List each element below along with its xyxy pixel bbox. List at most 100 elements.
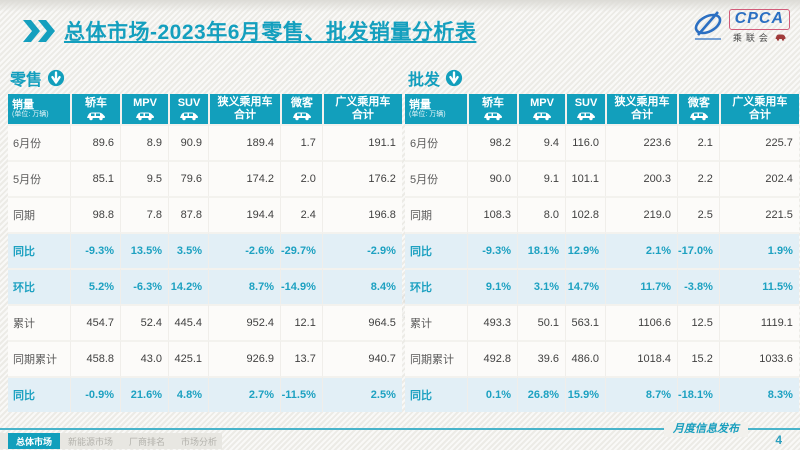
value-cell: 4.8% — [168, 376, 208, 412]
value-cell: 189.4 — [208, 124, 280, 160]
down-arrow-icon — [445, 69, 463, 87]
row-label: 5月份 — [405, 160, 467, 196]
header-sublabel: 合计 — [351, 109, 374, 121]
row-label: 累计 — [8, 304, 70, 340]
cpca-logo: CPCA 乘联会 — [691, 8, 790, 44]
footer-tabbar: 总体市场 新能源市场 厂商排名 市场分析 — [0, 433, 222, 449]
value-cell: 98.2 — [467, 124, 517, 160]
value-cell: 15.9% — [565, 376, 605, 412]
car-icon-wrap — [122, 111, 168, 121]
value-cell: -18.1% — [677, 376, 719, 412]
header-label: 狭义乘用车 — [217, 96, 273, 109]
header-label: SUV — [574, 97, 598, 110]
header-unit: (单位: 万辆) — [12, 110, 49, 118]
value-cell: 14.2% — [168, 268, 208, 304]
value-cell: 12.5 — [677, 304, 719, 340]
value-cell: 9.4 — [517, 124, 565, 160]
value-cell: 0.1% — [467, 376, 517, 412]
value-cell: -2.9% — [321, 232, 402, 268]
value-cell: 1033.6 — [718, 340, 799, 376]
wholesale-label: 批发 — [408, 72, 441, 89]
value-cell: 200.3 — [605, 160, 677, 196]
header-sublabel: 合计 — [234, 109, 256, 121]
value-cell: 9.1 — [517, 160, 565, 196]
footer-tab-厂商排名[interactable]: 厂商排名 — [129, 436, 166, 447]
header-row: 销量 (单位: 万辆) 轿车 MPV SUV 狭义乘用车 合计 微客 广义乘用车 合计 — [8, 94, 402, 124]
value-cell: 454.7 — [70, 304, 120, 340]
value-cell: 492.8 — [467, 340, 517, 376]
value-cell: 2.0 — [280, 160, 322, 196]
value-cell: 458.8 — [70, 340, 120, 376]
header-cell: 微客 — [677, 94, 719, 124]
header-label: MPV — [133, 97, 157, 110]
header-label: 轿车 — [85, 97, 107, 110]
value-cell: 225.7 — [718, 124, 799, 160]
header-sublabel: 合计 — [748, 109, 771, 121]
car-icon — [136, 112, 154, 121]
row-label: 同期累计 — [405, 340, 467, 376]
retail-section-label: 零售 — [10, 66, 65, 90]
car-icon-wrap — [519, 111, 565, 121]
value-cell: 89.6 — [70, 124, 120, 160]
value-cell: 7.8 — [120, 196, 168, 232]
table-row: 同期 98.8 7.8 87.8 194.4 2.4 196.8 — [8, 196, 402, 232]
footer-tab-新能源市场[interactable]: 新能源市场 — [68, 436, 114, 447]
value-cell: 8.7% — [605, 376, 677, 412]
value-cell: 3.5% — [168, 232, 208, 268]
car-icon — [484, 112, 502, 121]
value-cell: 1.7 — [280, 124, 322, 160]
row-label: 环比 — [405, 268, 467, 304]
row-label: 同比 — [405, 376, 467, 412]
wholesale-table: 销量 (单位: 万辆) 轿车 MPV SUV 狭义乘用车 合计 微客 广义乘用车 合计 6月份 98.… — [405, 94, 799, 412]
value-cell: 108.3 — [467, 196, 517, 232]
header-cell: 广义乘用车 合计 — [321, 94, 402, 124]
double-chevron-icon — [23, 20, 55, 42]
value-cell: 1106.6 — [605, 304, 677, 340]
cpca-swoosh-icon — [694, 11, 721, 40]
value-cell: 9.1% — [467, 268, 517, 304]
car-icon — [533, 112, 551, 121]
car-icon — [577, 112, 595, 121]
value-cell: 79.6 — [168, 160, 208, 196]
table-row: 环比 9.1% 3.1% 14.7% 11.7% -3.8% 11.5% — [405, 268, 799, 304]
value-cell: 39.6 — [517, 340, 565, 376]
value-cell: 85.1 — [70, 160, 120, 196]
value-cell: 12.1 — [280, 304, 322, 340]
value-cell: 13.5% — [120, 232, 168, 268]
car-icon — [689, 112, 708, 121]
header-label: 轿车 — [482, 97, 504, 110]
header-cell: 轿车 — [70, 94, 120, 124]
header-label: 广义乘用车 — [732, 96, 788, 109]
logo-name: 乘联会 — [732, 32, 772, 43]
value-cell: 2.1% — [605, 232, 677, 268]
page-number: 4 — [775, 433, 782, 447]
header-unit: (单位: 万辆) — [409, 110, 446, 118]
table-row: 累计 454.7 52.4 445.4 952.4 12.1 964.5 — [8, 304, 402, 340]
footer-tab-市场分析[interactable]: 市场分析 — [181, 436, 218, 447]
table-row: 累计 493.3 50.1 563.1 1106.6 12.5 1119.1 — [405, 304, 799, 340]
value-cell: 50.1 — [517, 304, 565, 340]
value-cell: 116.0 — [565, 124, 605, 160]
value-cell: 2.7% — [208, 376, 280, 412]
value-cell: -6.3% — [120, 268, 168, 304]
value-cell: 964.5 — [321, 304, 402, 340]
value-cell: 1.9% — [718, 232, 799, 268]
value-cell: 445.4 — [168, 304, 208, 340]
value-cell: 2.1 — [677, 124, 719, 160]
value-cell: 926.9 — [208, 340, 280, 376]
value-cell: -11.5% — [280, 376, 322, 412]
value-cell: -0.9% — [70, 376, 120, 412]
table-row: 同期累计 458.8 43.0 425.1 926.9 13.7 940.7 — [8, 340, 402, 376]
value-cell: 952.4 — [208, 304, 280, 340]
car-icon-wrap — [170, 111, 208, 121]
release-note: 月度信息发布 — [664, 422, 748, 437]
row-label: 5月份 — [8, 160, 70, 196]
row-label: 累计 — [405, 304, 467, 340]
car-icon-wrap — [567, 111, 605, 121]
value-cell: -17.0% — [677, 232, 719, 268]
table-row: 同期 108.3 8.0 102.8 219.0 2.5 221.5 — [405, 196, 799, 232]
footer-tab-总体市场[interactable]: 总体市场 — [8, 433, 61, 449]
header-label: 微客 — [290, 97, 313, 110]
header-label: 广义乘用车 — [335, 96, 391, 109]
